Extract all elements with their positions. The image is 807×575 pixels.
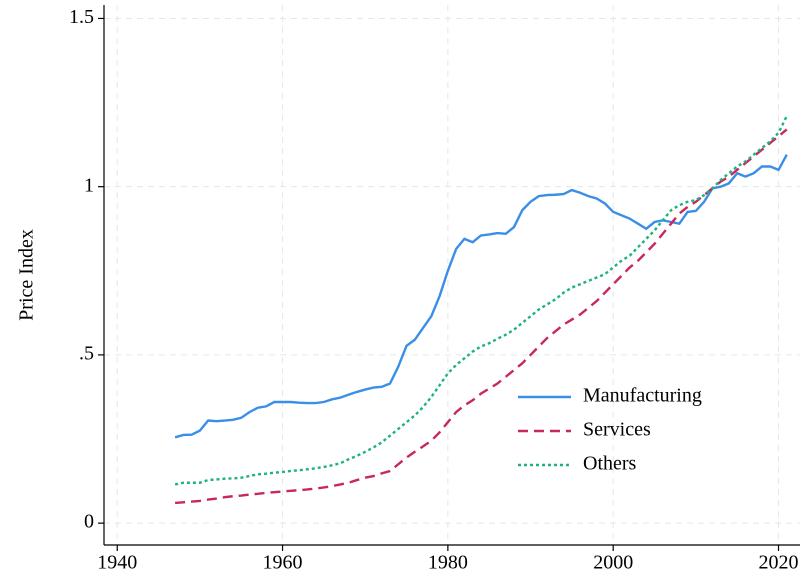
y-tick-label: 1	[84, 174, 94, 196]
x-tick-label: 1940	[97, 552, 137, 574]
x-tick-label: 2000	[593, 552, 633, 574]
y-tick-label: .5	[79, 343, 94, 365]
series-line	[174, 154, 788, 439]
series-line	[174, 115, 788, 486]
x-tick-label: 1980	[428, 552, 468, 574]
x-tick-label: 1960	[263, 552, 303, 574]
y-tick-label: 0	[84, 511, 94, 533]
legend-label: Others	[583, 453, 637, 475]
y-axis-label: Price Index	[16, 229, 38, 321]
series-line	[174, 128, 788, 505]
x-tick-label: 2020	[759, 552, 799, 574]
y-tick-label: 1.5	[69, 6, 94, 28]
legend-label: Manufacturing	[583, 385, 702, 407]
legend-label: Services	[583, 419, 651, 441]
